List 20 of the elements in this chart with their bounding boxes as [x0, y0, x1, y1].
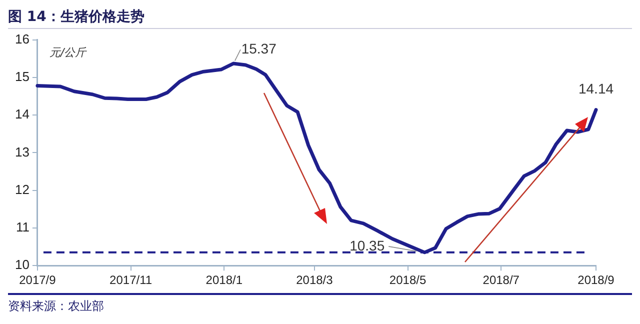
y-tick-label: 16 [14, 31, 30, 46]
y-tick-label: 11 [16, 220, 30, 235]
x-tick-label: 2017/11 [110, 273, 152, 288]
y-axis-title: 元/公斤 [49, 46, 88, 60]
x-tick-label: 2018/1 [206, 273, 243, 288]
x-tick-label: 2018/9 [578, 273, 615, 288]
y-tick-label: 15 [14, 69, 30, 84]
x-tick-label: 2017/9 [19, 273, 56, 288]
x-tick-label: 2018/7 [482, 273, 520, 288]
y-tick-label: 12 [14, 182, 30, 197]
chart-title: 图 14：生猪价格走势 [8, 8, 632, 29]
x-tick-label: 2018/3 [296, 273, 334, 288]
annotation: 10.35 [350, 237, 385, 254]
y-tick-label: 14 [14, 106, 30, 122]
annotation: 15.37 [241, 40, 277, 56]
x-tick-label: 2018/5 [389, 273, 426, 288]
text: 资料来源：农业部 [8, 298, 105, 315]
y-tick-label: 13 [14, 144, 30, 160]
annotation: 14.14 [578, 80, 614, 97]
y-tick-label: 10 [14, 257, 30, 272]
